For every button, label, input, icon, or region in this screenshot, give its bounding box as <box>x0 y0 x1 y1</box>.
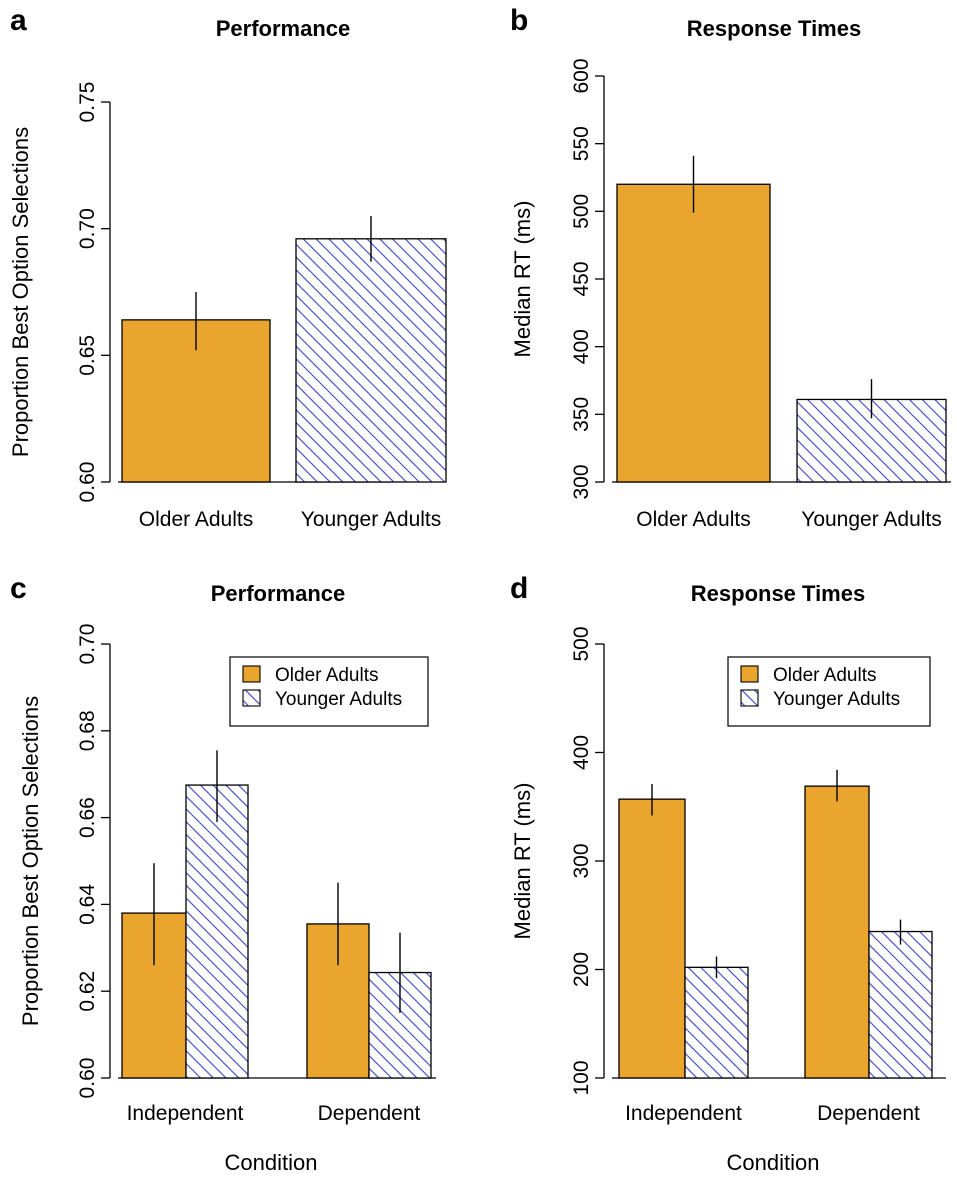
y-tick-label: 500 <box>570 194 593 229</box>
y-tick-label: 500 <box>570 626 593 661</box>
y-tick-label: 0.70 <box>76 624 99 665</box>
y-axis-label: Proportion Best Option Selections <box>8 127 33 457</box>
x-axis-label: Condition <box>225 1150 318 1175</box>
x-tick-label: Independent <box>127 1102 244 1125</box>
chart-title: Performance <box>211 581 346 606</box>
y-axis-label: Median RT (ms) <box>510 783 535 940</box>
legend-box <box>229 656 429 727</box>
panel-a: a Performance 0.60 0.65 0.70 0.75 Proportion B… <box>8 4 447 531</box>
x-tick-label: Older Adults <box>636 508 750 531</box>
y-tick-label: 550 <box>570 126 593 161</box>
legend-label: Older Adults <box>275 665 379 686</box>
y-tick-label: 200 <box>570 952 593 987</box>
bar-younger-independent <box>185 784 249 1079</box>
x-tick-label: Younger Adults <box>801 508 942 531</box>
panel-letter: b <box>510 4 528 37</box>
y-tick-label: 0.65 <box>76 335 99 376</box>
y-tick-label: 450 <box>570 261 593 296</box>
y-tick-label: 600 <box>570 58 593 93</box>
legend-swatch-older <box>242 665 261 683</box>
legend-label: Younger Adults <box>275 689 402 710</box>
y-tick-label: 0.75 <box>76 82 99 123</box>
panel-b: b Response Times 300 350 400 450 500 550 600 Medi… <box>510 4 951 531</box>
legend-label: Younger Adults <box>773 689 900 710</box>
panel-d: d Response Times 100 200 300 400 500 Median RT … <box>510 572 946 1175</box>
bar-younger-independent <box>684 966 749 1079</box>
y-tick-label: 0.60 <box>76 462 99 503</box>
legend-label: Older Adults <box>773 665 877 686</box>
bar-younger <box>295 238 447 483</box>
bar-older <box>616 183 771 483</box>
y-tick-label: 350 <box>570 397 593 432</box>
chart-title: Response Times <box>687 16 861 41</box>
y-tick-label: 300 <box>570 843 593 878</box>
y-tick-label: 0.62 <box>76 971 99 1012</box>
y-tick-label: 0.64 <box>76 884 99 925</box>
legend-box <box>727 656 931 727</box>
legend: Older Adults Younger Adults <box>229 656 429 727</box>
x-tick-label: Older Adults <box>139 508 253 531</box>
panel-letter: c <box>10 572 27 605</box>
y-tick-label: 0.70 <box>76 208 99 249</box>
panel-letter: a <box>10 4 27 37</box>
y-tick-label: 400 <box>570 735 593 770</box>
y-tick-label: 0.66 <box>76 797 99 838</box>
x-axis-label: Condition <box>727 1150 820 1175</box>
y-axis-label: Proportion Best Option Selections <box>18 696 43 1026</box>
panel-letter: d <box>510 572 528 605</box>
panel-c: c Performance 0.60 0.62 0.64 0.66 0.68 0.70 Prop… <box>10 572 436 1175</box>
bar-older-dependent <box>804 785 870 1079</box>
y-tick-label: 100 <box>570 1060 593 1095</box>
legend-swatch-younger <box>740 689 759 707</box>
chart-title: Response Times <box>691 581 865 606</box>
y-tick-label: 400 <box>570 329 593 364</box>
legend-swatch-older <box>740 665 759 683</box>
chart-title: Performance <box>216 16 351 41</box>
x-tick-label: Younger Adults <box>301 508 442 531</box>
x-tick-label: Dependent <box>817 1102 920 1125</box>
legend: Older Adults Younger Adults <box>727 656 931 727</box>
y-tick-label: 0.68 <box>76 710 99 751</box>
x-tick-label: Independent <box>625 1102 742 1125</box>
y-axis-label: Median RT (ms) <box>510 201 535 358</box>
bar-younger-dependent <box>868 930 933 1079</box>
legend-swatch-younger <box>242 689 261 707</box>
y-tick-label: 300 <box>570 464 593 499</box>
y-tick-label: 0.60 <box>76 1058 99 1099</box>
bar-older-independent <box>618 798 686 1079</box>
x-tick-label: Dependent <box>318 1102 421 1125</box>
